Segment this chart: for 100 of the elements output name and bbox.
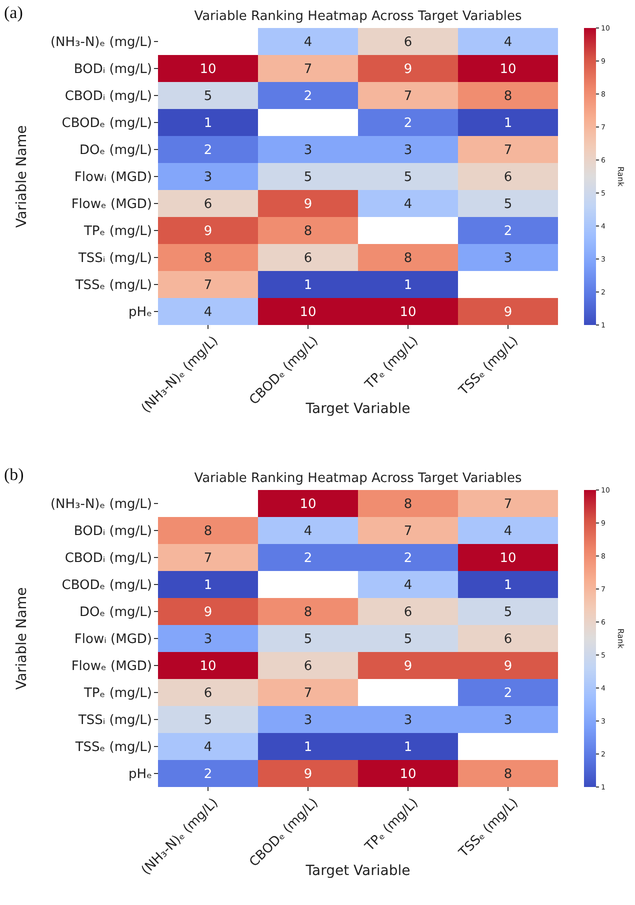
data-label: 10	[500, 551, 516, 566]
color-bar-title: Rank	[616, 166, 625, 187]
data-label: 5	[304, 632, 312, 648]
y-tick-label: Flowᵢ (MGD)	[74, 170, 152, 186]
data-label: 5	[204, 89, 212, 104]
y-tick-label: Flowₑ (MGD)	[71, 197, 152, 212]
y-tick-label: TPₑ (mg/L)	[82, 224, 152, 240]
data-label: 9	[404, 62, 412, 78]
data-label: 1	[504, 116, 512, 132]
data-label: 1	[304, 740, 312, 756]
y-tick-label: pHₑ	[128, 305, 152, 320]
data-label: 8	[404, 251, 412, 266]
data-label: 6	[404, 605, 412, 620]
y-tick-label: CBODᵢ (mg/L)	[64, 551, 152, 566]
data-label: 10	[300, 305, 316, 320]
y-tick-label: BODᵢ (mg/L)	[74, 62, 152, 78]
data-label: 7	[504, 497, 512, 512]
data-label: 3	[304, 713, 312, 728]
data-label: 4	[504, 524, 512, 540]
data-label: 5	[404, 170, 412, 186]
data-label: 7	[304, 686, 312, 702]
data-label: 7	[504, 143, 512, 158]
data-label: 1	[404, 740, 412, 756]
data-label: 9	[204, 605, 212, 620]
data-label: 2	[204, 143, 212, 158]
data-label: 8	[304, 605, 312, 620]
data-label: 9	[304, 767, 312, 782]
y-axis-title: Variable Name	[14, 125, 30, 228]
y-tick-label: TSSₑ (mg/L)	[74, 278, 152, 294]
chart-title: Variable Ranking Heatmap Across Target Variables	[194, 9, 522, 24]
data-label: 3	[204, 170, 212, 186]
data-label: 10	[200, 62, 216, 78]
data-label: 1	[304, 278, 312, 294]
data-label: 9	[304, 197, 312, 212]
data-label: 4	[204, 740, 212, 756]
data-label: 5	[504, 197, 512, 212]
data-label: 2	[204, 767, 212, 782]
data-label: 6	[404, 35, 412, 50]
data-label: 2	[404, 116, 412, 132]
y-tick-label: (NH₃-N)ₑ (mg/L)	[50, 35, 152, 50]
data-label: 4	[304, 35, 312, 50]
data-label: 9	[504, 305, 512, 320]
data-label: 1	[204, 116, 212, 132]
data-label: 6	[504, 170, 512, 186]
data-label: 3	[404, 143, 412, 158]
data-label: 4	[204, 305, 212, 320]
data-label: 2	[504, 686, 512, 702]
data-label: 7	[404, 89, 412, 104]
x-axis-title: Target Variable	[304, 863, 410, 879]
text: (b)	[4, 465, 24, 484]
data-label: 8	[504, 767, 512, 782]
data-label: 8	[204, 251, 212, 266]
y-tick-label: TPₑ (mg/L)	[82, 686, 152, 702]
data-label: 10	[300, 497, 316, 512]
data-label: 3	[504, 251, 512, 266]
data-label: 9	[504, 659, 512, 674]
y-tick-label: CBODᵢ (mg/L)	[64, 89, 152, 104]
y-tick-label: (NH₃-N)ₑ (mg/L)	[50, 497, 152, 512]
color-bar-title: Rank	[616, 628, 625, 649]
data-label: 5	[304, 170, 312, 186]
data-label: 10	[200, 659, 216, 674]
data-label: 4	[504, 35, 512, 50]
y-tick-label: pHₑ	[128, 767, 152, 782]
y-tick-label: DOₑ (mg/L)	[80, 605, 152, 620]
data-label: 3	[204, 632, 212, 648]
data-label: 5	[404, 632, 412, 648]
data-label: 4	[404, 197, 412, 212]
data-label: 3	[404, 713, 412, 728]
y-tick-label: TSSᵢ (mg/L)	[77, 251, 152, 266]
data-label: 6	[204, 686, 212, 702]
y-tick-label: BODᵢ (mg/L)	[74, 524, 152, 540]
data-label: 10	[400, 767, 416, 782]
y-tick-label: TSSₑ (mg/L)	[74, 740, 152, 756]
data-label: 8	[504, 89, 512, 104]
data-label: 5	[204, 713, 212, 728]
data-label: 8	[204, 524, 212, 540]
data-label: 1	[204, 578, 212, 594]
y-tick-label: CBODₑ (mg/L)	[62, 578, 152, 594]
data-label: 1	[504, 578, 512, 594]
data-label: 7	[404, 524, 412, 540]
data-label: 7	[204, 551, 212, 566]
data-label: 2	[404, 551, 412, 566]
data-label: 10	[400, 305, 416, 320]
data-label: 4	[404, 578, 412, 594]
y-axis-title: Variable Name	[14, 587, 30, 690]
data-label: 3	[504, 713, 512, 728]
data-label: 8	[404, 497, 412, 512]
y-tick-label: Flowᵢ (MGD)	[74, 632, 152, 648]
data-label: 4	[304, 524, 312, 540]
data-label: 3	[304, 143, 312, 158]
y-tick-label: Flowₑ (MGD)	[71, 659, 152, 674]
data-label: 8	[304, 224, 312, 240]
text: (a)	[4, 3, 23, 22]
data-label: 6	[304, 251, 312, 266]
data-label: 7	[304, 62, 312, 78]
x-axis-title: Target Variable	[304, 401, 410, 417]
y-tick-label: DOₑ (mg/L)	[80, 143, 152, 158]
data-label: 7	[204, 278, 212, 294]
data-label: 2	[304, 89, 312, 104]
data-label: 2	[304, 551, 312, 566]
